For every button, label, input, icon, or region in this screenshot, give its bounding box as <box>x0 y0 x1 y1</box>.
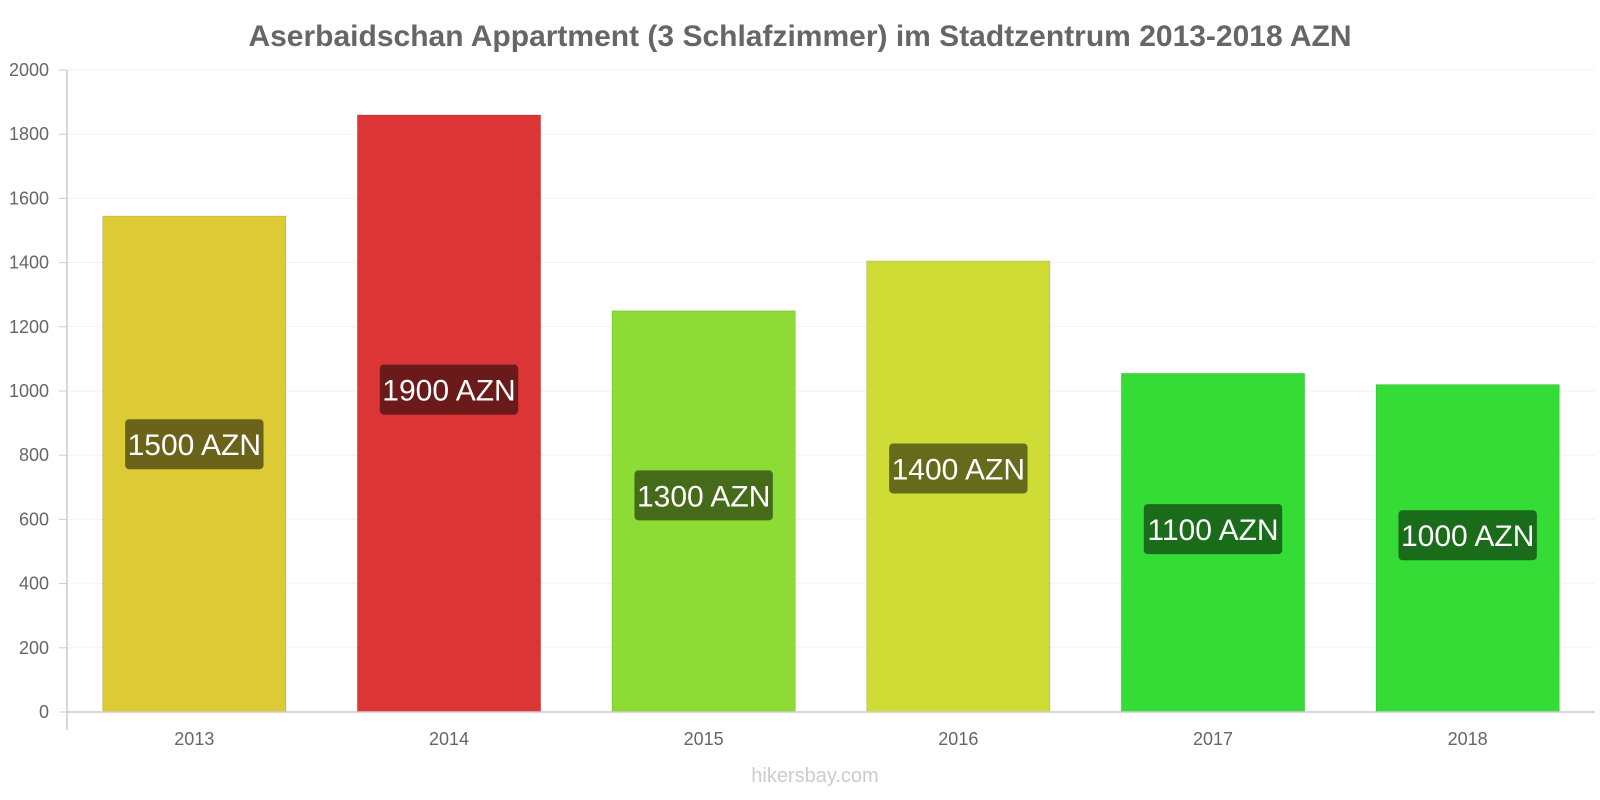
y-tick-label: 1200 <box>9 317 49 337</box>
y-tick-label: 1000 <box>9 381 49 401</box>
y-tick-label: 1400 <box>9 253 49 273</box>
y-tick-label: 1600 <box>9 188 49 208</box>
watermark-text: hikersbay.com <box>751 765 878 787</box>
value-label-bg <box>1143 504 1283 555</box>
value-label: 1000 AZN <box>1401 520 1534 553</box>
x-tick-label: 2018 <box>1448 729 1488 749</box>
x-tick-label: 2014 <box>429 729 469 749</box>
y-tick-label: 400 <box>19 574 49 594</box>
value-label: 1500 AZN <box>128 429 261 462</box>
value-label-bg <box>379 364 519 415</box>
y-tick-label: 200 <box>19 638 49 658</box>
value-label-bg <box>125 419 264 470</box>
y-tick-label: 2000 <box>9 60 49 80</box>
y-tick-label: 0 <box>39 702 49 722</box>
value-label: 1300 AZN <box>637 480 770 513</box>
value-label-bg <box>889 443 1028 494</box>
grid-lines <box>67 69 1595 649</box>
value-label: 1100 AZN <box>1147 514 1278 547</box>
value-labels: 1500 AZN 1900 AZN 1300 AZN 1400 AZN 1100 AZN… <box>125 364 1537 561</box>
axes <box>66 70 1595 730</box>
y-tick-label: 1800 <box>9 124 49 144</box>
x-tick-label: 2015 <box>684 729 724 749</box>
value-label: 1400 AZN <box>892 453 1025 486</box>
value-label: 1900 AZN <box>382 375 515 408</box>
chart-title: Aserbaidschan Appartment (3 Schlafzimmer… <box>248 20 1351 53</box>
value-label-bg <box>1398 510 1537 561</box>
x-tick-label: 2013 <box>174 729 214 749</box>
x-axis-ticks: 2013 2014 2015 2016 2017 2018 <box>174 729 1487 749</box>
y-axis-ticks: 0 200 400 600 800 1000 1200 1400 1600 1800 2000 <box>9 60 67 722</box>
y-tick-label: 800 <box>19 445 49 465</box>
value-label-bg <box>634 470 773 521</box>
bars <box>102 114 1560 713</box>
x-tick-label: 2016 <box>938 729 978 749</box>
y-tick-label: 600 <box>19 509 49 529</box>
x-tick-label: 2017 <box>1193 729 1233 749</box>
